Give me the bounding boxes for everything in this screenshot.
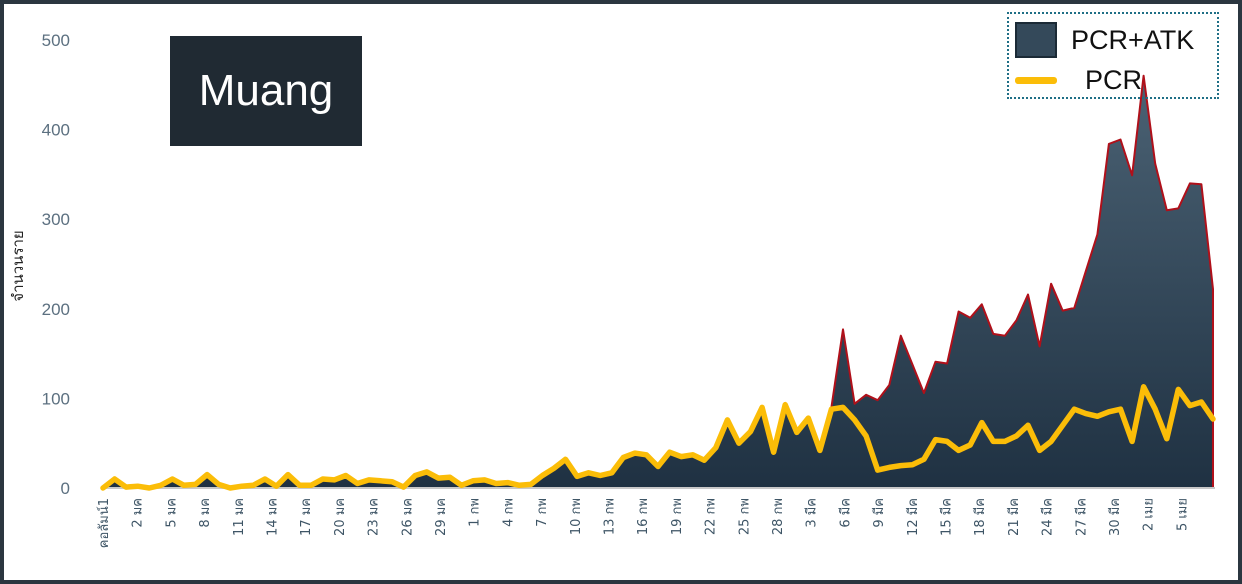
x-tick-label: 8 มค	[198, 498, 213, 528]
x-tick-label: 10 กพ	[569, 498, 584, 535]
chart-legend: PCR+ATK PCR	[1007, 12, 1219, 99]
x-tick-label: 29 มค	[434, 498, 449, 536]
x-tick-label: 1 กพ	[468, 498, 483, 527]
x-tick-label: 28 กพ	[771, 498, 786, 535]
x-tick-label: 24 มีค	[1040, 498, 1056, 536]
x-tick-label: 23 มค	[367, 498, 382, 536]
x-tick-label: 7 กพ	[535, 498, 550, 527]
legend-item-area: PCR+ATK	[1015, 22, 1194, 58]
x-tick-label: 6 มีค	[837, 498, 853, 528]
x-tick-label: 5 เมย	[1175, 498, 1190, 531]
series-line-pcr	[100, 384, 1216, 491]
legend-label-line: PCR	[1085, 65, 1143, 95]
x-tick-label: 25 กพ	[737, 498, 752, 535]
x-tick-label: คอลัมน์1	[96, 498, 112, 548]
legend-label-area: PCR+ATK	[1071, 24, 1195, 55]
chart-title: Muang	[198, 66, 334, 115]
chart-frame: 0 100 200 300 400 500 จำนวนรายคอลัมน์1 2 มค 5 มค…	[4, 4, 1238, 580]
legend-swatch-area	[1015, 22, 1057, 58]
y-tick-label: 400	[42, 121, 70, 140]
x-tick-label: 16 กพ	[636, 498, 651, 535]
x-tick-label: 18 มีค	[972, 498, 988, 536]
x-tick-label: 4 กพ	[501, 498, 516, 527]
y-axis-label: จำนวนราย	[9, 230, 27, 301]
x-tick-label: 9 มีค	[871, 498, 887, 528]
x-tick-label: 11 มค	[232, 498, 247, 536]
x-tick-label: 22 กพ	[704, 498, 719, 535]
y-tick-label: 100	[42, 389, 70, 408]
legend-item-line: PCR	[1015, 65, 1142, 96]
legend-swatch-line	[1015, 77, 1057, 84]
y-tick-label: 500	[42, 31, 70, 50]
x-tick-label: 20 มค	[333, 498, 348, 536]
x-tick-label: 13 กพ	[603, 498, 618, 535]
x-tick-label: 2 เมย	[1142, 498, 1157, 531]
x-tick-label: 17 มค	[299, 498, 314, 536]
x-tick-label: 30 มีค	[1107, 498, 1123, 536]
y-tick-label: 300	[42, 210, 70, 229]
y-tick-label: 0	[61, 479, 70, 498]
x-tick-label: 19 กพ	[670, 498, 685, 535]
y-tick-label: 200	[42, 300, 70, 319]
x-tick-label: 3 มีค	[804, 498, 820, 528]
x-tick-label: 12 มีค	[905, 498, 921, 536]
x-tick-label: 26 มค	[400, 498, 415, 536]
x-tick-label: 21 มีค	[1006, 498, 1022, 536]
x-tick-label: 27 มีค	[1073, 498, 1089, 536]
x-tick-label: 2 มค	[131, 498, 146, 528]
chart-title-box: Muang	[170, 36, 362, 146]
x-tick-label: 5 มค	[164, 498, 179, 528]
x-tick-label: 14 มค	[266, 498, 281, 536]
x-tick-label: 15 มีค	[939, 498, 955, 536]
series-area-fill	[103, 75, 1213, 489]
